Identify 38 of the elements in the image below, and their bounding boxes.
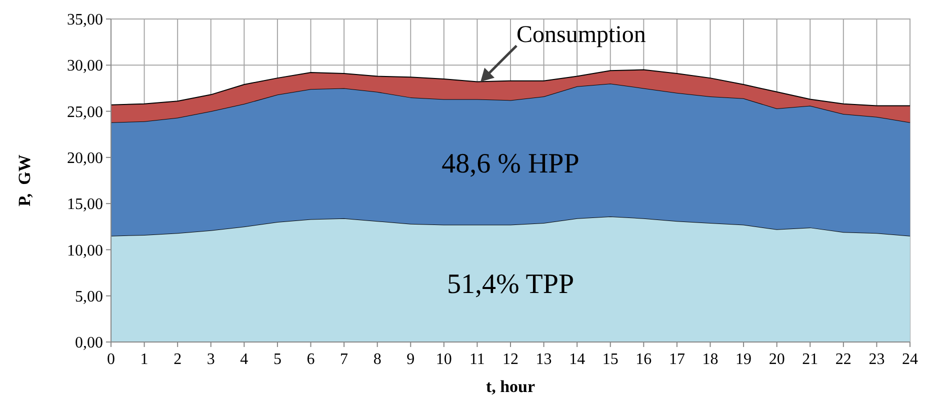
x-tick-label: 22 [835,351,852,368]
y-tick-label: 20,00 [67,150,103,168]
y-axis-title: P, GW [15,154,34,206]
x-tick-label: 23 [868,351,885,368]
x-tick-label: 5 [273,351,282,368]
x-tick-label: 19 [736,351,752,368]
x-tick-label: 8 [373,351,382,368]
x-tick-label: 11 [470,351,485,368]
x-tick-label: 4 [240,351,248,368]
x-tick-label: 6 [306,351,315,368]
annotation: Consumption [516,22,646,48]
x-tick-label: 10 [436,351,452,368]
x-tick-label: 0 [107,351,115,368]
x-tick-label: 3 [206,351,215,368]
x-tick-label: 21 [802,351,818,368]
y-tick-label: 35,00 [67,12,103,29]
annotation: 48,6 % HPP [442,148,580,180]
y-tick-label: 10,00 [67,242,103,260]
x-tick-label: 15 [602,351,618,368]
x-tick-label: 13 [536,351,552,368]
x-tick-label: 1 [140,351,148,368]
x-tick-label: 24 [902,351,918,368]
y-tick-label: 30,00 [67,58,103,75]
y-tick-label: 0,00 [75,334,103,352]
x-tick-label: 2 [174,351,182,368]
y-tick-label: 5,00 [75,288,103,306]
x-tick-label: 9 [406,351,415,368]
x-tick-label: 18 [702,351,718,368]
x-tick-label: 12 [502,351,518,368]
x-tick-label: 20 [768,351,785,368]
x-tick-label: 14 [569,351,586,368]
x-tick-label: 7 [340,351,348,368]
x-tick-label: 16 [636,351,652,368]
x-tick-label: 17 [668,351,685,368]
annotation: 51,4% TPP [446,269,574,300]
x-axis-title: t, hour [486,377,536,396]
y-tick-label: 15,00 [67,196,103,214]
y-tick-label: 25,00 [67,104,103,121]
